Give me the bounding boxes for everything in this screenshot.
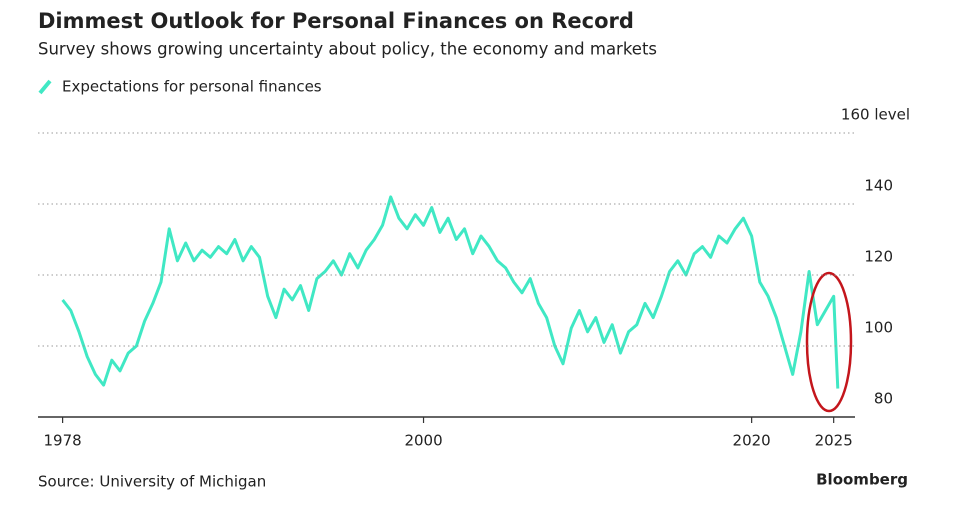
x-tick-label: 2025 [815,432,853,450]
x-tick-label: 1978 [44,432,82,450]
chart-title: Dimmest Outlook for Personal Finances on… [38,9,634,33]
y-tick-label: 140 [864,177,893,195]
y-tick-label: 160 level [841,106,910,124]
y-tick-label: 80 [874,390,893,408]
legend-label: Expectations for personal finances [62,78,322,96]
chart-subtitle: Survey shows growing uncertainty about p… [38,40,657,59]
x-tick-label: 2020 [733,432,771,450]
highlight-ellipse [805,271,853,413]
legend-swatch [38,79,52,95]
brand: Bloomberg [816,471,908,489]
y-tick-label: 120 [864,248,893,266]
data-line [61,195,840,389]
x-tick-label: 2000 [404,432,442,450]
source: Source: University of Michigan [38,473,266,491]
y-tick-label: 100 [864,319,893,337]
